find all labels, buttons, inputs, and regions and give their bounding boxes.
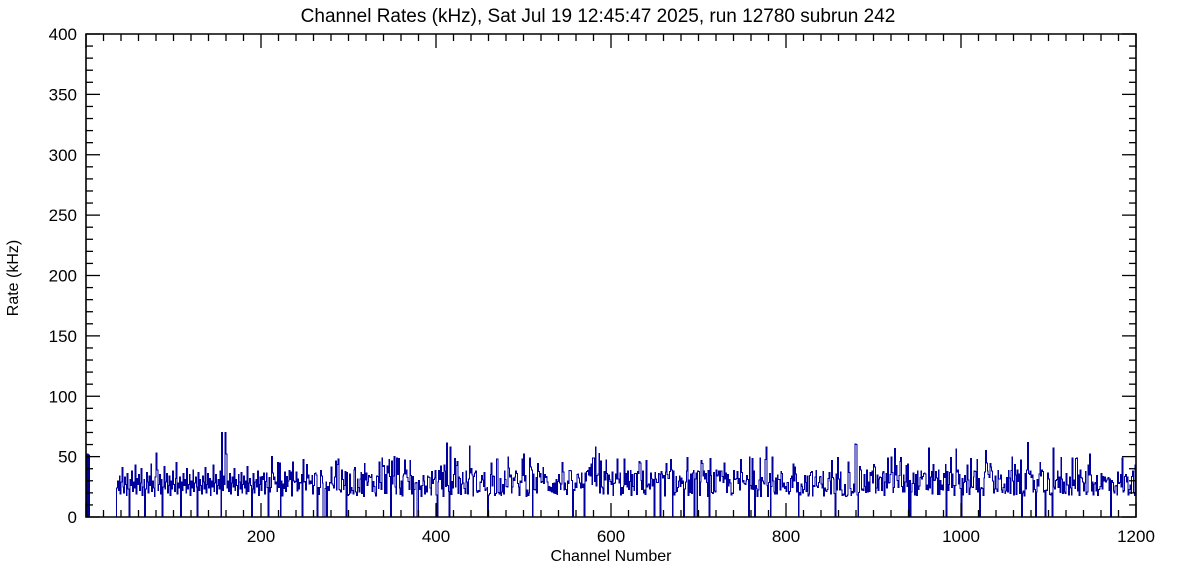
y-tick-label: 50 — [58, 448, 77, 467]
chart-title: Channel Rates (kHz), Sat Jul 19 12:45:47… — [301, 6, 896, 27]
histogram-trace — [85, 431, 1137, 518]
y-tick-label: 150 — [49, 327, 77, 346]
x-tick-label: 400 — [422, 527, 450, 546]
x-axis-ticks — [85, 34, 1137, 517]
x-axis-tick-labels: 200 400 600 800 1000 1200 — [247, 527, 1155, 546]
y-tick-label: 200 — [49, 267, 77, 286]
y-tick-label: 100 — [49, 387, 77, 406]
x-tick-label: 1200 — [1117, 527, 1155, 546]
x-axis-title: Channel Number — [551, 548, 673, 565]
y-axis-ticks — [86, 33, 1136, 518]
y-tick-label: 400 — [49, 25, 77, 44]
x-tick-label: 600 — [597, 527, 625, 546]
y-tick-label: 350 — [49, 85, 77, 104]
x-tick-label: 800 — [772, 527, 800, 546]
y-tick-label: 300 — [49, 146, 77, 165]
x-tick-label: 200 — [247, 527, 275, 546]
histogram-data-layer — [85, 431, 1137, 518]
y-tick-label: 250 — [49, 206, 77, 225]
x-tick-label: 1000 — [942, 527, 980, 546]
y-axis-title: Rate (kHz) — [5, 240, 22, 316]
y-tick-label: 0 — [68, 508, 77, 527]
y-axis-tick-labels: 0 50 100 150 200 250 300 350 400 — [49, 25, 77, 527]
leading-channel-block — [86, 454, 90, 517]
